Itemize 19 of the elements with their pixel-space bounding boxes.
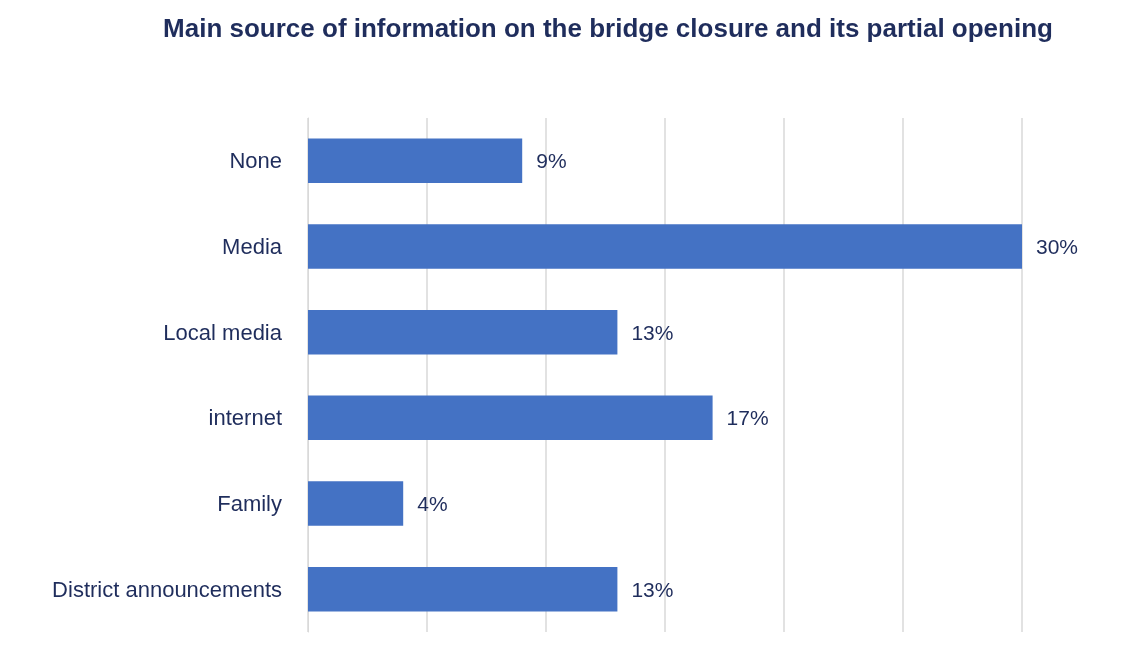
- data-label: 4%: [417, 492, 448, 515]
- data-label: 13%: [631, 577, 674, 601]
- y-tick-label: internet: [208, 405, 282, 431]
- bar: [308, 566, 618, 612]
- y-tick-label: Family: [217, 491, 282, 516]
- bar: [308, 138, 523, 184]
- bar: [308, 395, 713, 441]
- bar: [308, 481, 404, 526]
- y-tick-label: None: [229, 148, 282, 174]
- bar: [308, 224, 1022, 269]
- y-tick-label: Media: [222, 234, 283, 259]
- data-label: 9%: [536, 149, 567, 173]
- y-tick-label: Local media: [163, 319, 283, 345]
- y-tick-label: District announcements: [52, 576, 282, 602]
- data-label: 17%: [726, 406, 769, 430]
- chart-title: Main source of information on the bridge closure and its partial opening: [162, 12, 1054, 45]
- bar: [308, 309, 618, 355]
- data-label: 13%: [631, 320, 674, 344]
- data-label: 30%: [1036, 235, 1079, 258]
